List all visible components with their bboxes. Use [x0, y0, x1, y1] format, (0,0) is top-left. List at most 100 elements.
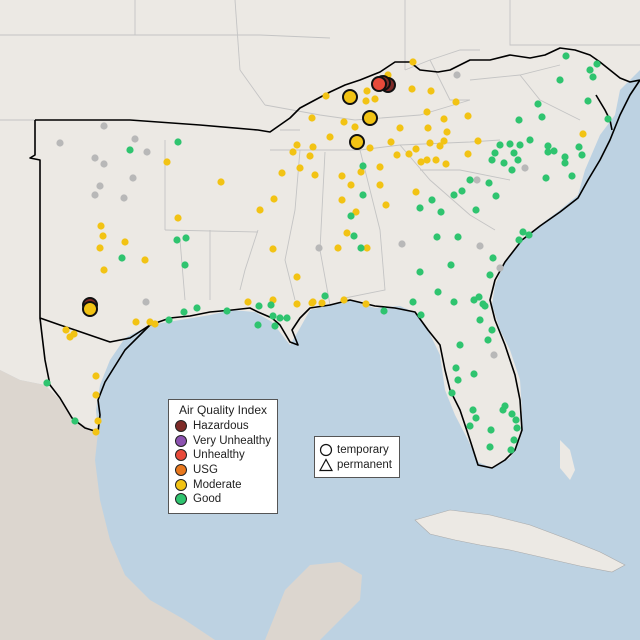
monitor-site-good	[481, 302, 489, 310]
monitor-site-moderate	[436, 142, 444, 150]
monitor-site-good	[321, 292, 329, 300]
legend-item-permanent: permanent	[319, 457, 395, 472]
monitor-site-moderate	[151, 320, 159, 328]
monitor-site-good	[350, 232, 358, 240]
monitor-site-moderate	[289, 148, 297, 156]
monitor-site-moderate	[306, 152, 314, 160]
land-yucatan	[265, 562, 362, 640]
monitor-site-moderate	[376, 163, 384, 171]
circle-icon	[319, 443, 333, 456]
monitor-site-moderate	[443, 128, 451, 136]
monitor-site-good	[586, 66, 594, 74]
monitor-site-moderate	[363, 244, 371, 252]
monitor-site-moderate	[141, 256, 149, 264]
land-florida-keys	[560, 440, 575, 480]
monitor-site-good	[496, 141, 504, 149]
monitor-site-good	[417, 311, 425, 319]
monitor-site-good	[499, 406, 507, 414]
monitor-site-moderate	[270, 195, 278, 203]
monitor-site-good	[513, 424, 521, 432]
monitor-site-no-data	[398, 240, 406, 248]
monitor-site-good	[525, 231, 533, 239]
monitor-site-moderate	[396, 124, 404, 132]
monitor-site-moderate	[174, 214, 182, 222]
monitor-site-moderate	[579, 130, 587, 138]
monitor-site-good	[433, 233, 441, 241]
monitor-site-moderate	[97, 222, 105, 230]
legend-item-hazardous: Hazardous	[175, 419, 271, 434]
monitor-site-no-data	[100, 160, 108, 168]
monitor-site-moderate	[427, 87, 435, 95]
monitor-site-no-data	[490, 351, 498, 359]
monitor-site-moderate	[432, 156, 440, 164]
monitor-site-good	[359, 191, 367, 199]
monitor-site-good	[416, 268, 424, 276]
good-swatch	[175, 493, 187, 506]
monitor-site-moderate	[278, 169, 286, 177]
monitor-site-no-data	[96, 182, 104, 190]
monitor-site-no-data	[142, 298, 150, 306]
monitor-site-moderate	[357, 168, 365, 176]
monitor-site-moderate	[326, 133, 334, 141]
monitor-site-good	[486, 271, 494, 279]
monitor-site-good	[448, 389, 456, 397]
monitor-site-moderate	[382, 201, 390, 209]
monitor-site-good	[542, 174, 550, 182]
legend-label: Unhealthy	[193, 449, 245, 462]
monitor-site-moderate	[99, 232, 107, 240]
monitor-site-moderate	[293, 141, 301, 149]
monitor-site-good	[165, 316, 173, 324]
monitor-site-good	[593, 60, 601, 68]
monitor-site-good	[510, 436, 518, 444]
monitor-site-moderate	[338, 196, 346, 204]
triangle-icon	[319, 457, 333, 471]
monitor-site-moderate	[409, 58, 417, 66]
monitor-site-moderate	[440, 115, 448, 123]
monitor-site-moderate	[121, 238, 129, 246]
monitor-site-good	[550, 147, 558, 155]
monitor-site-good	[476, 316, 484, 324]
aqi-legend: Air Quality Index Hazardous Very Unhealt…	[168, 399, 278, 514]
monitor-site-moderate	[440, 137, 448, 145]
aqi-legend-title: Air Quality Index	[178, 403, 268, 417]
legend-item-unhealthy: Unhealthy	[175, 448, 271, 463]
monitor-site-good	[514, 156, 522, 164]
monitor-site-moderate	[334, 244, 342, 252]
monitor-site-good	[584, 97, 592, 105]
monitor-site-moderate	[92, 391, 100, 399]
monitor-site-good	[470, 370, 478, 378]
monitor-site-no-data	[56, 139, 64, 147]
monitor-site-good	[223, 307, 231, 315]
monitor-site-good	[561, 153, 569, 161]
legend-label: Hazardous	[193, 420, 249, 433]
monitor-site-moderate	[351, 123, 359, 131]
monitor-site-good	[492, 192, 500, 200]
monitor-site-moderate	[393, 151, 401, 159]
monitor-site-good	[526, 136, 534, 144]
monitor-site-good	[456, 341, 464, 349]
monitor-site-good	[506, 140, 514, 148]
monitor-site-no-data	[476, 242, 484, 250]
monitor-site-no-data	[143, 148, 151, 156]
monitor-site-moderate	[318, 299, 326, 307]
monitor-site-moderate	[408, 85, 416, 93]
very-unhealthy-swatch	[175, 434, 187, 447]
monitor-site-moderate	[296, 164, 304, 172]
monitor-site-good	[485, 179, 493, 187]
monitor-site-moderate	[343, 229, 351, 237]
monitor-site-good	[500, 159, 508, 167]
monitor-site-good	[578, 151, 586, 159]
monitor-site-moderate	[340, 296, 348, 304]
monitor-site-good	[568, 172, 576, 180]
monitor-site-no-data	[120, 194, 128, 202]
legend-item-moderate: Moderate	[175, 477, 271, 492]
monitor-site-good	[472, 414, 480, 422]
monitor-site-good	[409, 298, 417, 306]
monitor-site-moderate	[417, 158, 425, 166]
monitor-site-moderate	[338, 172, 346, 180]
monitor-site-good	[173, 236, 181, 244]
monitor-site-good	[556, 76, 564, 84]
monitor-site-no-data	[473, 176, 481, 184]
